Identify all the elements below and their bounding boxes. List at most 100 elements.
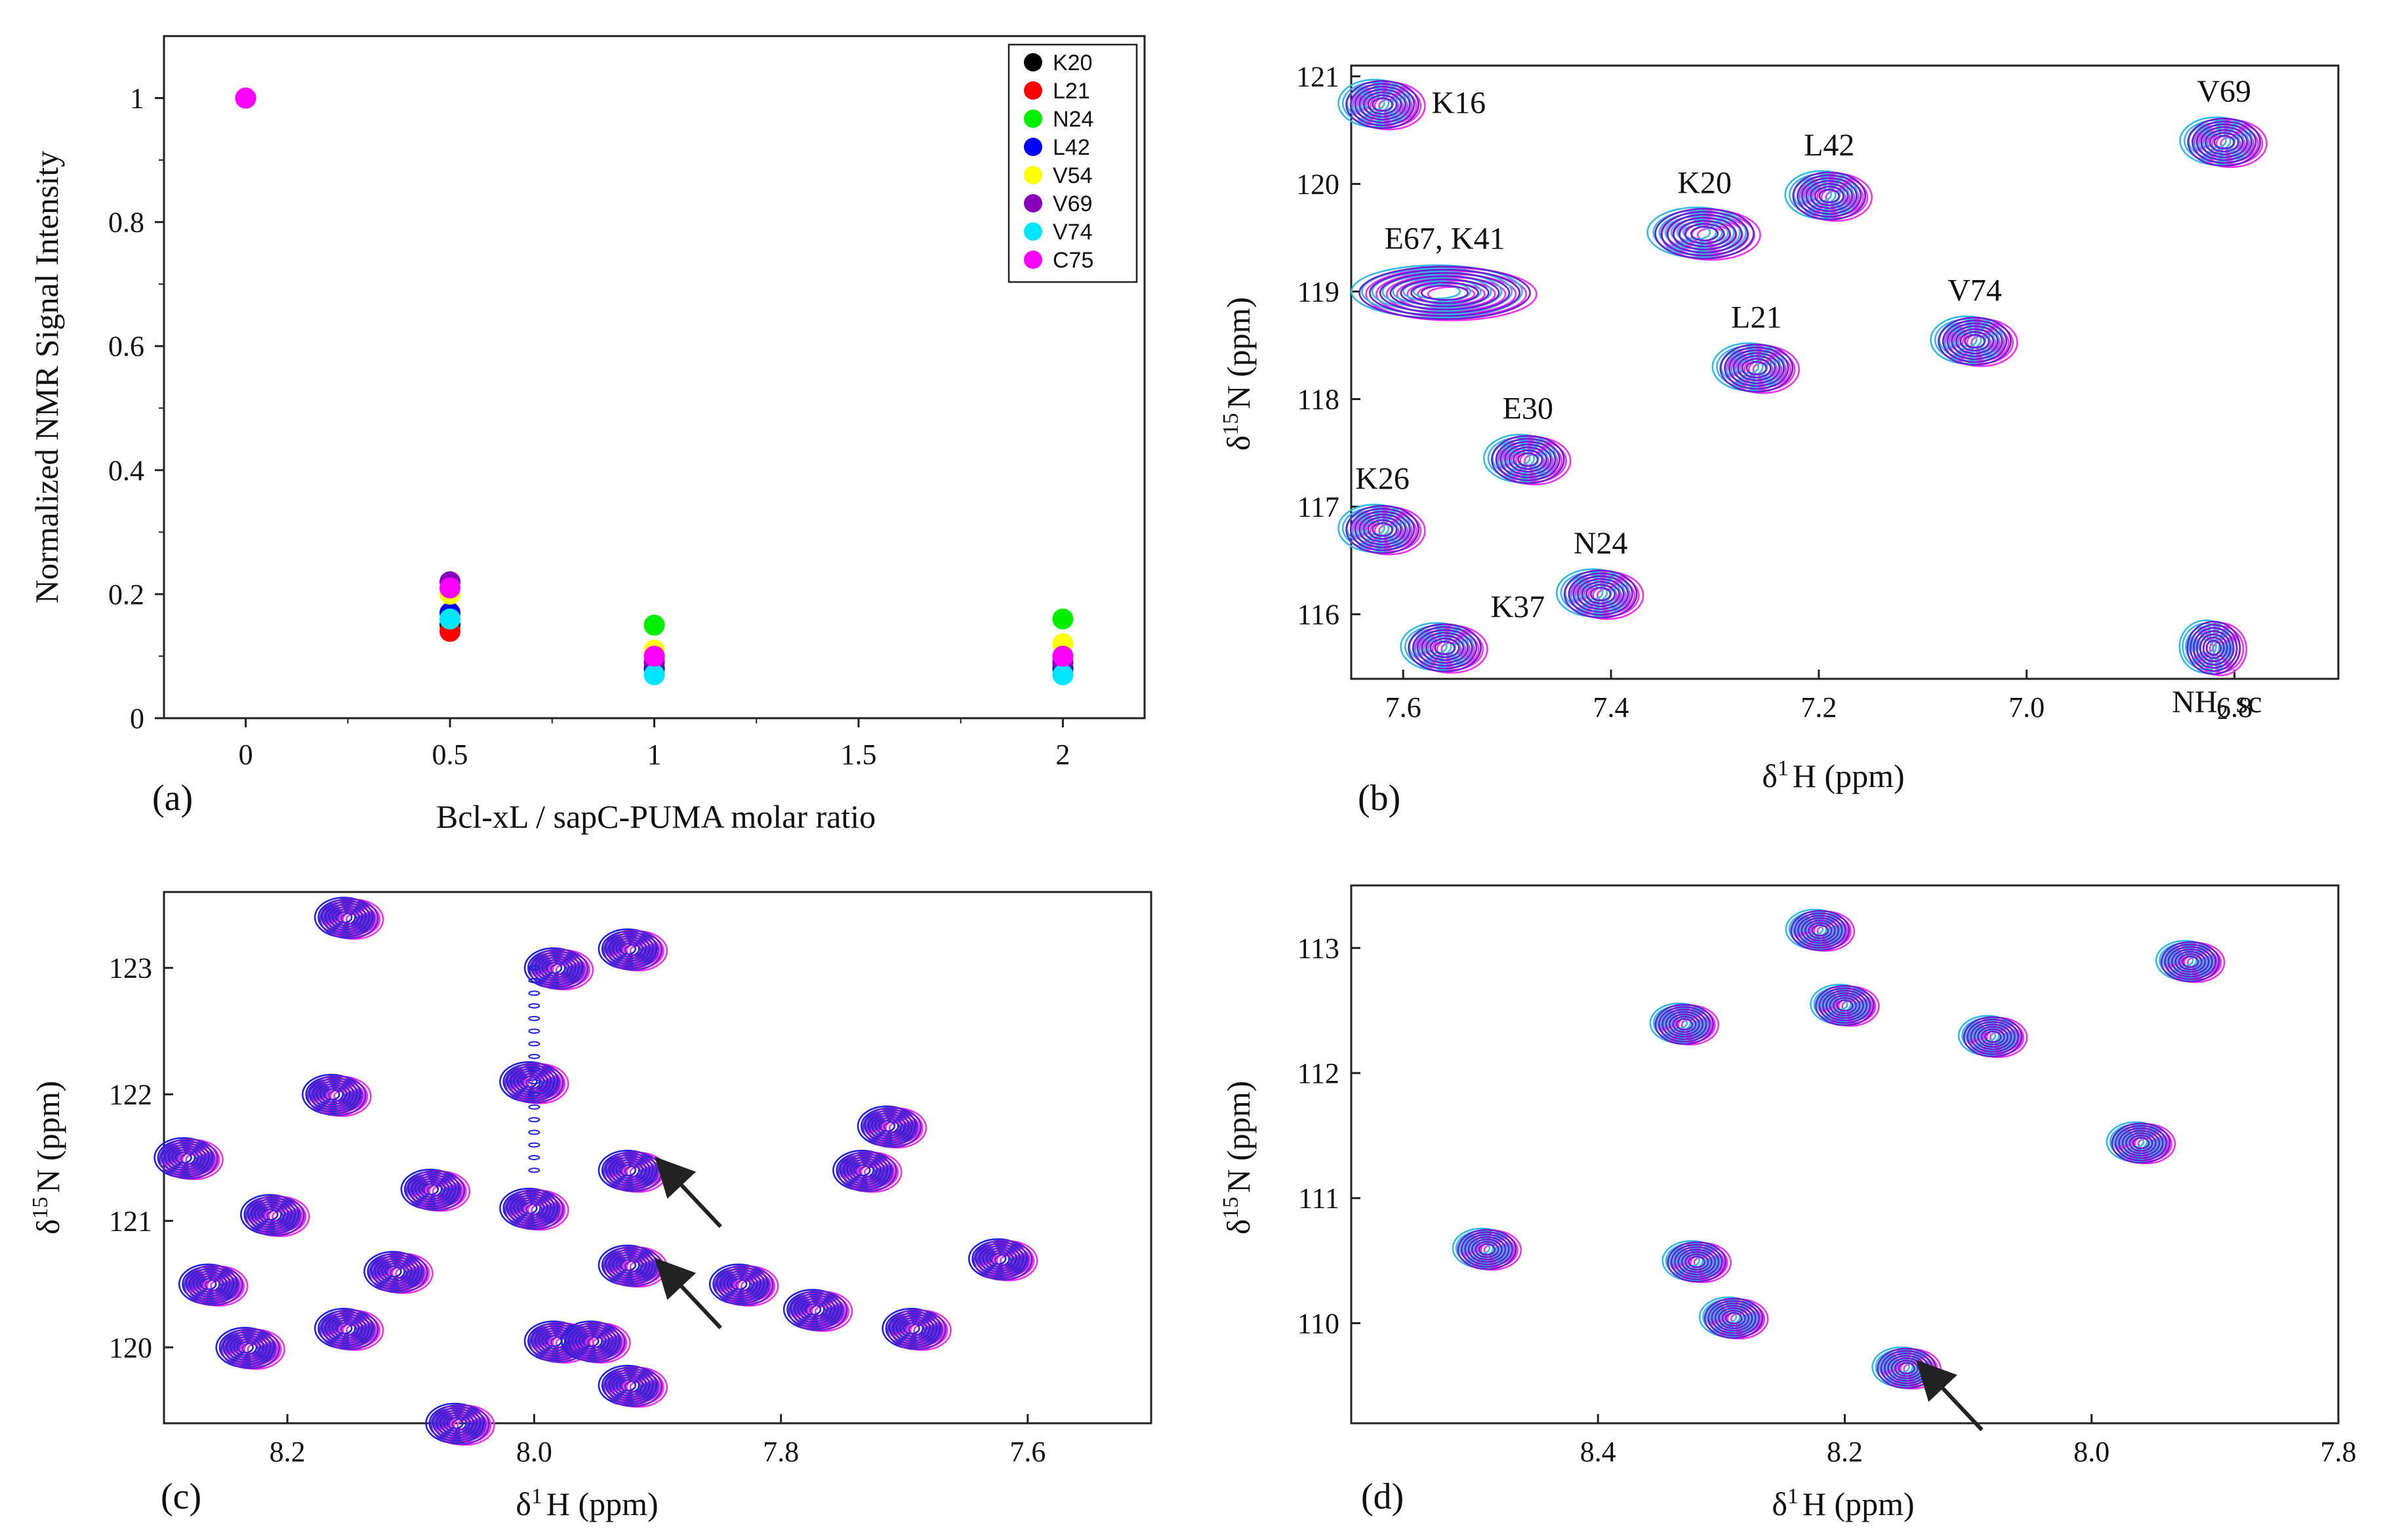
peak-l42 [1814,186,1844,207]
peak-v74 [1959,331,1990,352]
peak-e67-k41 [1402,280,1471,303]
peak-k16 [1345,80,1419,129]
peak-k16 [1362,91,1402,118]
legend-marker-n24 [1024,110,1042,128]
contour-peak [1898,1362,1915,1375]
noise-artifact [528,1167,540,1173]
contour-peak [2160,941,2220,983]
contour-peak [880,1118,905,1136]
contour-peak [617,1375,649,1398]
peak-l21 [1745,361,1768,376]
legend-marker-l21 [1024,81,1042,100]
panel-a-points [235,87,1074,685]
contour-peak [731,1276,756,1294]
peak-l42 [1810,183,1849,209]
panel-b-xtick-label: 7.4 [1593,691,1629,723]
contour-peak [624,944,642,957]
peak-k20 [1666,214,1743,254]
peak-k20 [1658,213,1735,253]
contour-peak [865,1109,918,1146]
contour-peak [245,1195,305,1237]
legend-label-l21: L21 [1053,79,1090,104]
contour-peak [573,1326,619,1358]
peak-k20 [1684,223,1725,245]
panel-d-spectrum: 8.4 8.2 8.0 7.8 110 111 112 113 δ15N (ppm) δ1 H … [1219,884,2357,1522]
contour-peak [1654,1003,1715,1045]
legend-marker-v74 [1024,222,1042,241]
contour-peak [1957,1015,2018,1057]
contour-peak [372,1254,425,1291]
panel-a-ylabel: Normalized NMR Signal Intensity [28,151,65,603]
contour-peak [197,1274,230,1297]
contour-peak [805,1302,830,1320]
contour-peak [983,1246,1023,1274]
peak-k26 [1362,516,1402,543]
contour-peak [2174,950,2207,973]
peak-k37 [1416,629,1473,667]
contour-peak [386,1264,411,1282]
peak-k20 [1678,220,1731,248]
contour-peak [525,1203,543,1216]
panel-c-xtick-label: 8.2 [270,1436,306,1468]
panel-c-spectrum: 8.2 8.0 7.8 7.6 120 121 122 123 δ15N (ppm) δ1 H … [28,891,1152,1522]
contour-peak [583,1333,609,1351]
peak-k16 [1354,85,1411,123]
panel-d-ticks: 8.4 8.2 8.0 7.8 110 111 112 113 [1297,932,2357,1468]
contour-peak [515,1196,554,1223]
panel-a-legend: K20 L21 N24 L42 V54 V69 V74 C75 [1007,43,1138,283]
panel-c-ylabel: δ15N (ppm) [28,1081,66,1234]
contour-peak [249,1198,302,1234]
contour-peak [539,956,579,983]
peak-k26 [1345,505,1419,554]
contour-peak [890,1311,943,1348]
contour-peak [857,1105,917,1147]
contour-peak [511,1194,557,1226]
contour-peak [1790,910,1850,952]
contour-peak [566,1322,626,1363]
contour-peak [1714,1305,1753,1332]
peak-k16 [1358,89,1406,121]
contour-peak [973,1239,1033,1281]
contour-peak [1707,1300,1760,1337]
contour-peak [783,1289,843,1330]
panel-b-xtick-label: 6.8 [2216,691,2252,723]
contour-peak [859,1165,876,1178]
contour-peak [1711,1302,1757,1334]
legend-label-v74: V74 [1053,220,1093,245]
panel-c-xtick-label: 8.0 [516,1436,552,1468]
contour-peak [504,1062,564,1104]
panel-b-ytick-label: 116 [1297,599,1339,631]
contour-peak [2115,1125,2167,1162]
contour-peak [1966,1019,2020,1055]
panel-d-ylabel: δ15N (ppm) [1219,1081,1257,1234]
contour-peak [624,1260,642,1273]
peak-label-v74: V74 [1947,273,2002,308]
contour-peak [980,1244,1026,1276]
contour-peak [430,1404,490,1446]
peak-v69 [2187,117,2262,167]
peak-nh2-sc [2199,633,2228,662]
contour-peak [598,1364,658,1406]
contour-peak [1977,1026,2009,1048]
contour-peak [310,1077,363,1114]
contour-peak [333,907,365,930]
contour-peak [329,1316,369,1343]
point-n24 [1052,608,1074,630]
contour-peak [550,963,568,976]
contour-peak [883,1121,901,1134]
peak-n24 [1563,569,1638,619]
contour-peak [426,1184,445,1197]
contour-peak [363,1251,423,1292]
contour-peak [2155,940,2215,981]
contour-peak [1810,983,1869,1025]
contour-peak [621,1163,645,1181]
contour-peak [324,1087,349,1104]
contour-peak [1667,1241,1727,1283]
contour-peak [613,1373,653,1400]
peak-k26 [1349,508,1415,552]
legend-label-c75: C75 [1053,248,1093,273]
peak-e67-k41 [1420,285,1469,301]
contour-peak [1684,1253,1709,1271]
contour-peak [1718,1307,1750,1329]
contour-peak [504,1188,564,1230]
